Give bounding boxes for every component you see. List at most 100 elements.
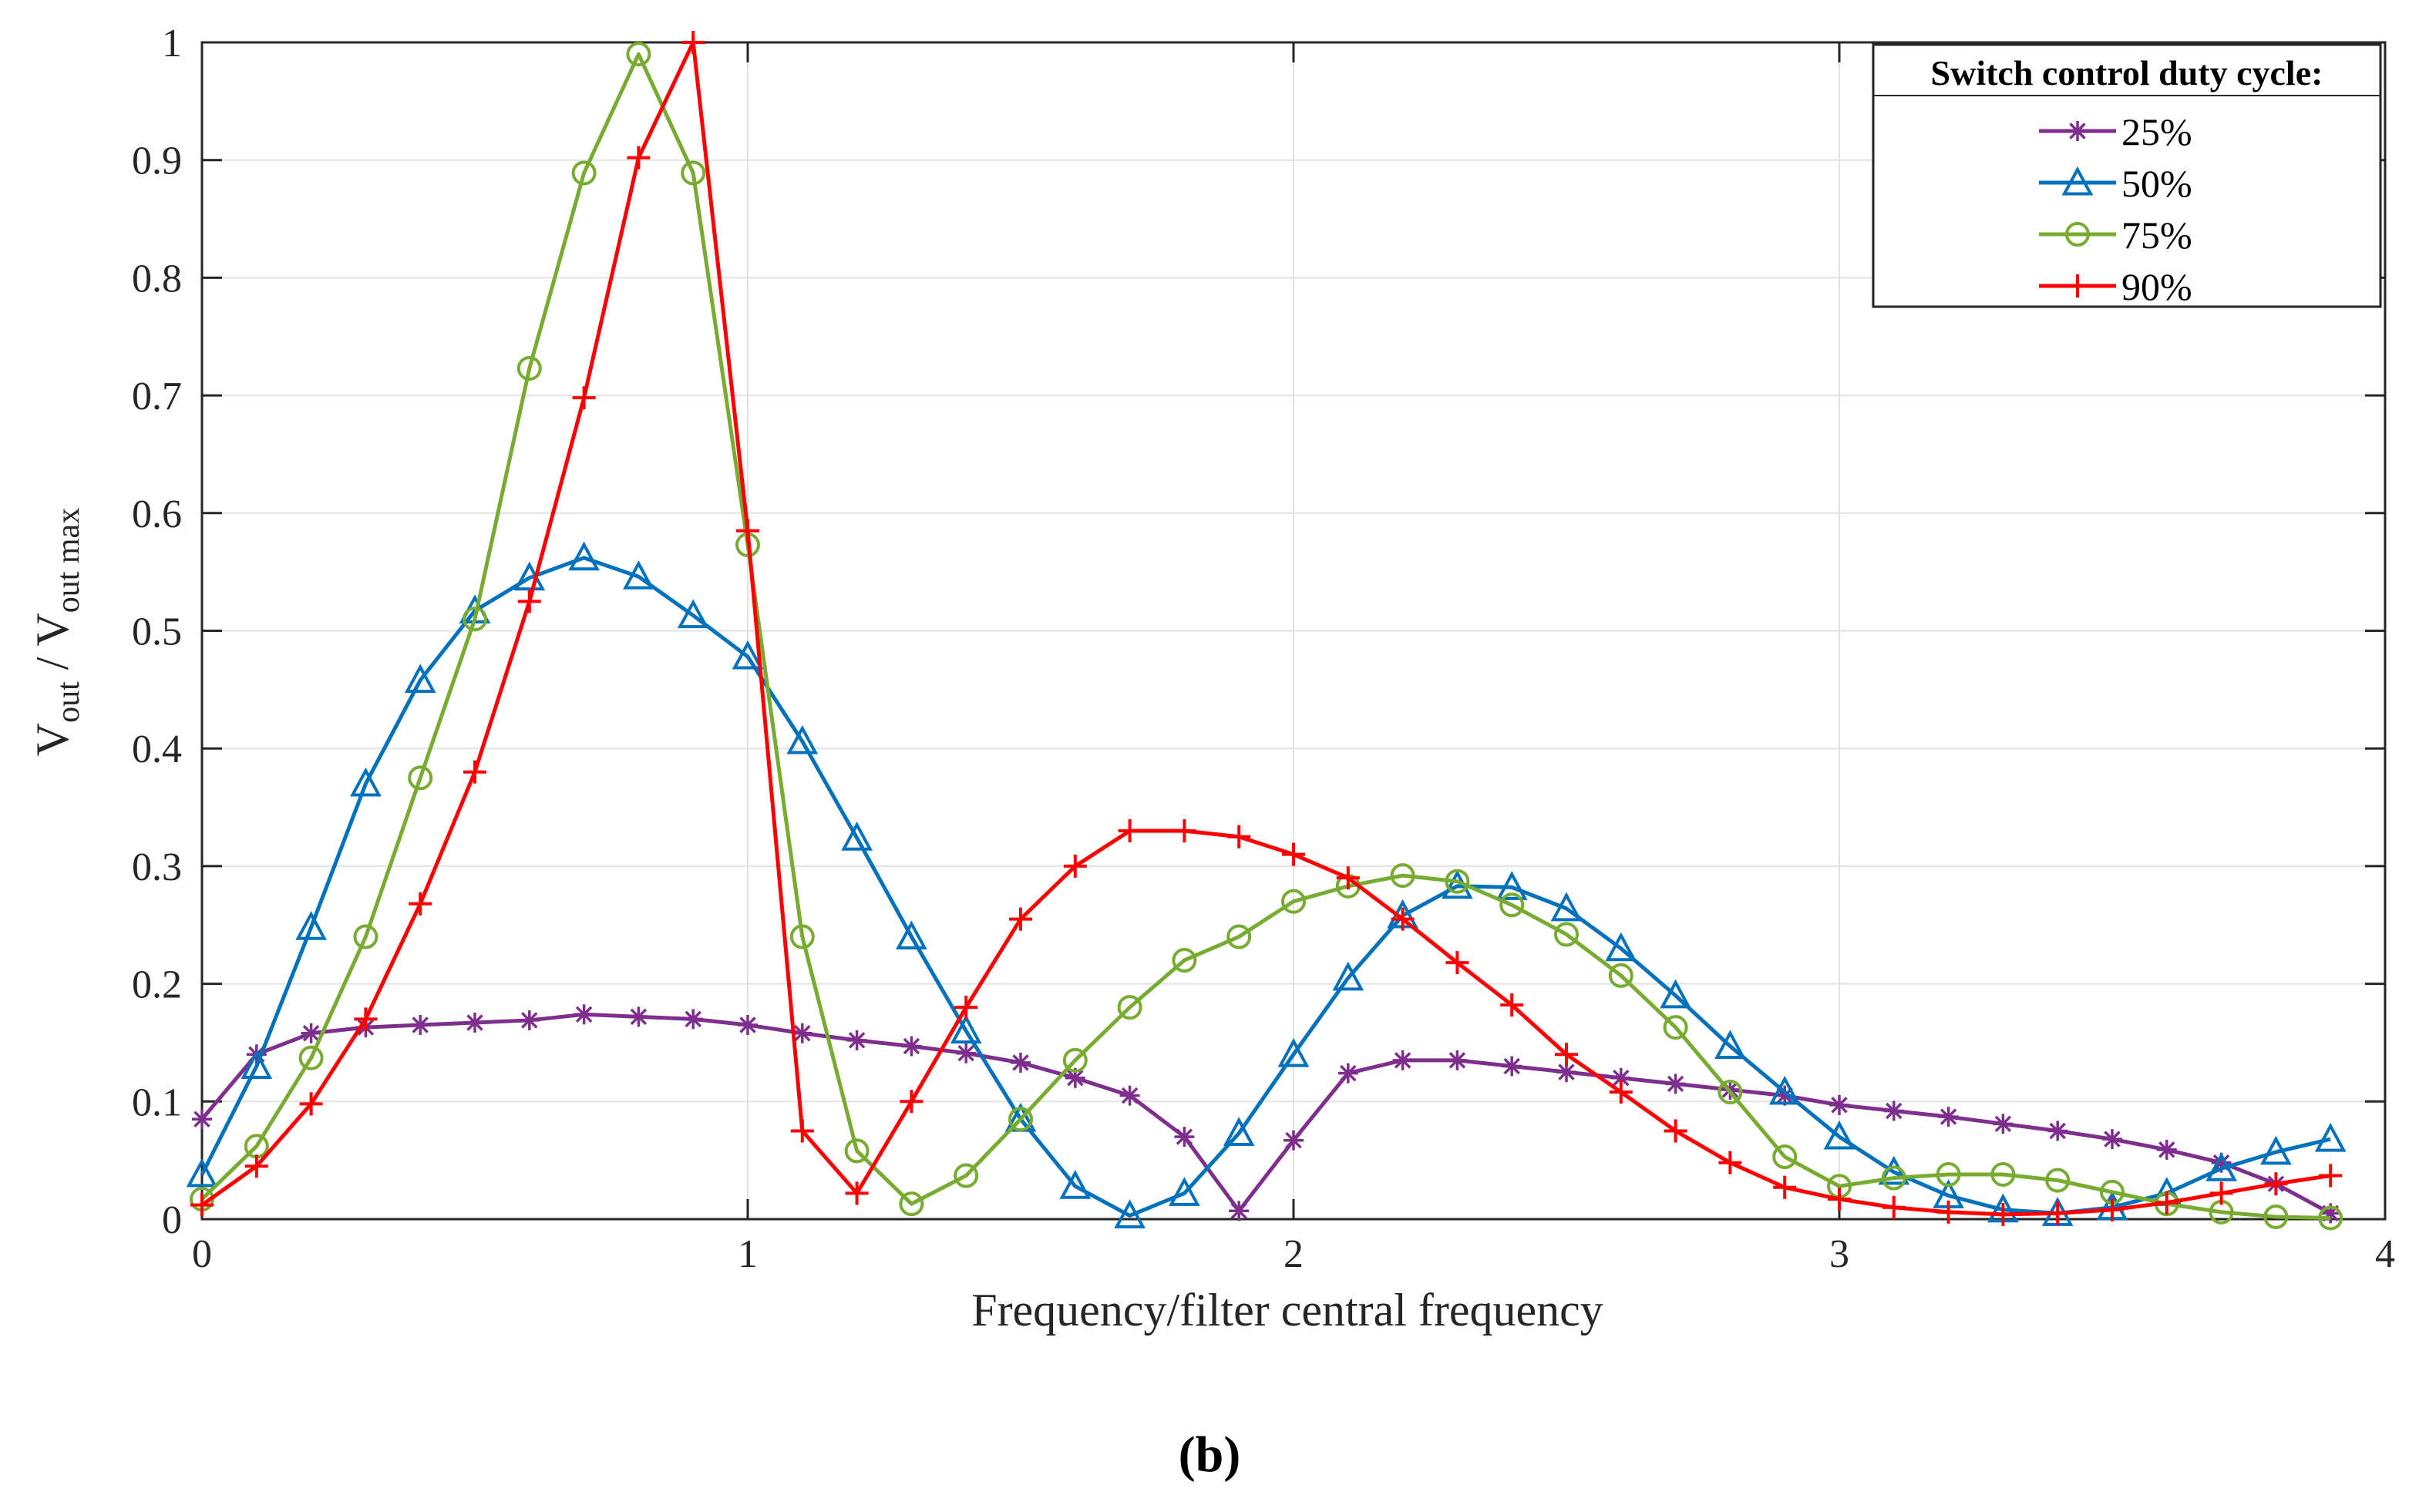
data-point (2263, 1204, 2289, 1229)
data-point (1390, 863, 1415, 889)
data-point (1938, 1107, 1959, 1127)
data-point (1229, 1201, 1250, 1221)
data-point (1114, 1199, 1146, 1228)
data-point (790, 1119, 814, 1143)
legend-box (1872, 43, 2382, 308)
x-tick-label: 1 (738, 1232, 758, 1276)
data-point (841, 822, 873, 851)
data-point (1281, 889, 1306, 914)
data-point (1664, 1119, 1687, 1143)
figure-caption: (b) (1178, 1426, 1241, 1483)
data-point (1609, 1080, 1633, 1104)
data-point (1391, 907, 1415, 931)
data-point (1554, 922, 1579, 947)
data-point (896, 920, 927, 949)
y-axis-label-mid: / V (27, 613, 78, 681)
data-point (1660, 979, 1691, 1009)
data-point (1117, 995, 1142, 1020)
data-point (846, 1030, 867, 1050)
y-tick-labels: 0 0.1 0.2 0.3 0.4 0.5 0.6 0.7 0.8 0.9 1 (132, 22, 182, 1242)
data-point (1773, 1175, 1797, 1199)
data-point (1502, 1056, 1522, 1077)
data-point (1284, 1130, 1304, 1151)
data-point (298, 1045, 324, 1070)
data-point (1119, 1085, 1140, 1106)
data-point (623, 560, 654, 590)
data-point (1990, 1161, 2016, 1187)
data-point (626, 42, 651, 67)
data-point (1172, 948, 1197, 973)
x-tick-label: 2 (1284, 1232, 1304, 1276)
data-point (844, 1138, 870, 1164)
data-point (1663, 1015, 1688, 1040)
series (186, 31, 2347, 1231)
data-point (1991, 1202, 2015, 1226)
data-point (732, 640, 764, 670)
data-point (681, 160, 706, 186)
data-point (1823, 1120, 1855, 1150)
data-point (2205, 1152, 2237, 1181)
data-point (1226, 924, 1252, 949)
data-point (2209, 1181, 2233, 1205)
data-point (1829, 1094, 1849, 1115)
data-point (2318, 1205, 2343, 1231)
data-point (350, 767, 382, 797)
data-point (241, 1050, 273, 1079)
data-point (1174, 1127, 1195, 1147)
x-tick-label: 4 (2375, 1232, 2395, 1276)
data-point (1445, 951, 1469, 975)
x-axis-label: Frequency/filter central frequency (971, 1285, 1603, 1336)
data-point (954, 996, 978, 1020)
legend: Switch control duty cycle: 25% 50% 75% 90% (1872, 43, 2382, 308)
y-tick-label: 0.4 (132, 727, 182, 771)
x-tick-label: 0 (192, 1232, 212, 1276)
data-point (1445, 869, 1470, 894)
y-axis-label-sub1: out (51, 681, 86, 723)
data-point (410, 1015, 431, 1036)
data-point (901, 1036, 922, 1057)
data-point (186, 1158, 218, 1188)
data-point (1277, 1038, 1310, 1067)
data-point (677, 599, 709, 629)
data-point (1008, 1107, 1033, 1132)
series-line (200, 1012, 2332, 1215)
data-point (1555, 1043, 1578, 1067)
data-point (1495, 871, 1528, 900)
data-point (1282, 842, 1305, 866)
data-point (519, 1010, 540, 1030)
data-point (786, 724, 819, 754)
data-point (792, 1023, 813, 1043)
data-point (404, 664, 436, 694)
data-point (1828, 1188, 1851, 1211)
data-point (1009, 907, 1032, 931)
data-point (409, 892, 432, 916)
data-point (1063, 854, 1087, 878)
y-tick-label: 0 (162, 1198, 182, 1242)
data-point (295, 911, 327, 940)
data-point (354, 1007, 378, 1031)
data-point (1336, 866, 1360, 890)
legend-entries: 25% 50% 75% 90% (2039, 110, 2192, 308)
data-point (2101, 1198, 2124, 1221)
data-point (956, 1043, 977, 1063)
data-point (2102, 1129, 2122, 1150)
data-point (1499, 892, 1525, 918)
y-tick-label: 0.8 (132, 257, 182, 301)
data-point (628, 1006, 649, 1027)
data-point (574, 1004, 594, 1025)
data-point (1447, 1050, 1468, 1070)
data-point (571, 160, 597, 186)
data-point (2264, 1172, 2288, 1196)
data-point (1993, 1114, 2014, 1134)
data-point (572, 386, 596, 410)
data-point (845, 1181, 869, 1205)
y-tick-label: 0.6 (132, 492, 182, 536)
data-point (1665, 1074, 1686, 1094)
data-point (1936, 1161, 1961, 1187)
data-point (463, 760, 486, 784)
data-point (1065, 1067, 1085, 1088)
data-point (2314, 1122, 2347, 1152)
y-tick-label: 0.1 (132, 1080, 182, 1124)
data-point (1882, 1195, 1906, 1219)
data-point (2156, 1139, 2177, 1160)
